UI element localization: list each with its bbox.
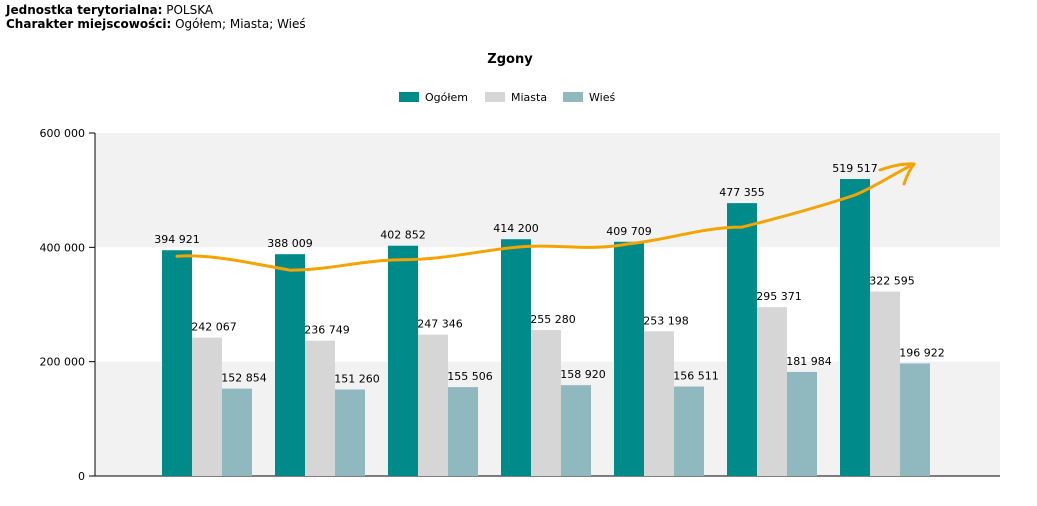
data-label-2-0: 152 854 bbox=[221, 372, 267, 385]
bar-1-0 bbox=[192, 337, 222, 476]
bar-0-2 bbox=[388, 245, 418, 476]
y-tick-label: 200 000 bbox=[40, 356, 86, 369]
bar-0-5 bbox=[727, 203, 757, 476]
data-label-0-1: 388 009 bbox=[267, 237, 313, 250]
trend-arrow-annotation bbox=[175, 162, 916, 272]
bar-2-1 bbox=[335, 389, 365, 476]
bar-2-6 bbox=[900, 363, 930, 476]
locality-type-label: Charakter miejscowości: bbox=[6, 17, 172, 31]
legend-label-0[interactable]: Ogółem bbox=[425, 91, 468, 104]
data-label-2-3: 158 920 bbox=[560, 368, 606, 381]
bars bbox=[162, 179, 930, 476]
data-label-2-4: 156 511 bbox=[673, 370, 719, 383]
data-label-1-5: 295 371 bbox=[756, 290, 802, 303]
territorial-unit-line: Jednostka terytorialna: POLSKA bbox=[6, 3, 306, 17]
legend-swatch-0[interactable] bbox=[399, 92, 419, 102]
bar-1-3 bbox=[531, 330, 561, 476]
data-label-1-1: 236 749 bbox=[304, 324, 350, 337]
legend-label-1[interactable]: Miasta bbox=[511, 91, 547, 104]
legend[interactable]: Ogółem Miasta Wieś bbox=[399, 91, 615, 104]
bar-2-4 bbox=[674, 386, 704, 476]
chart-title: Zgony bbox=[487, 52, 533, 67]
bar-2-5 bbox=[787, 371, 817, 476]
trend-line bbox=[175, 162, 916, 272]
bar-1-5 bbox=[757, 307, 787, 476]
data-label-0-5: 477 355 bbox=[719, 186, 765, 199]
bar-0-6 bbox=[840, 179, 870, 476]
bar-1-4 bbox=[644, 331, 674, 476]
bar-1-2 bbox=[418, 334, 448, 476]
y-tick-label: 600 000 bbox=[40, 127, 86, 140]
bar-1-6 bbox=[870, 291, 900, 476]
bar-2-2 bbox=[448, 387, 478, 476]
bar-0-1 bbox=[275, 254, 305, 476]
data-label-2-1: 151 260 bbox=[334, 373, 380, 386]
y-tick-label: 400 000 bbox=[40, 241, 86, 254]
legend-label-2[interactable]: Wieś bbox=[589, 91, 615, 104]
data-label-1-0: 242 067 bbox=[191, 321, 237, 334]
data-labels: 394 921 242 067 152 854 388 009 236 749 151 2… bbox=[154, 162, 945, 386]
legend-swatch-1[interactable] bbox=[485, 92, 505, 102]
territorial-unit-value: POLSKA bbox=[166, 3, 214, 17]
bar-0-4 bbox=[614, 241, 644, 476]
data-label-1-4: 253 198 bbox=[643, 314, 689, 327]
bar-2-0 bbox=[222, 388, 252, 476]
data-label-1-6: 322 595 bbox=[869, 275, 915, 288]
y-tick-label: 0 bbox=[78, 470, 85, 483]
filter-summary: Jednostka terytorialna: POLSKA Charakter… bbox=[6, 3, 306, 31]
legend-swatch-2[interactable] bbox=[563, 92, 583, 102]
data-label-1-2: 247 346 bbox=[417, 318, 463, 331]
data-label-0-6: 519 517 bbox=[832, 162, 878, 175]
data-label-0-4: 409 709 bbox=[606, 225, 652, 238]
data-label-0-3: 414 200 bbox=[493, 222, 539, 235]
locality-type-value: Ogółem; Miasta; Wieś bbox=[175, 17, 306, 31]
bar-1-1 bbox=[305, 340, 335, 476]
data-label-1-3: 255 280 bbox=[530, 313, 576, 326]
data-label-0-2: 402 852 bbox=[380, 229, 426, 242]
data-label-2-5: 181 984 bbox=[786, 355, 832, 368]
bar-0-3 bbox=[501, 239, 531, 476]
trend-arrowhead bbox=[878, 162, 916, 186]
data-label-2-2: 155 506 bbox=[447, 370, 493, 383]
bar-0-0 bbox=[162, 250, 192, 476]
locality-type-line: Charakter miejscowości: Ogółem; Miasta; … bbox=[6, 17, 306, 31]
data-label-2-6: 196 922 bbox=[899, 346, 945, 359]
territorial-unit-label: Jednostka terytorialna: bbox=[6, 3, 163, 17]
bar-2-3 bbox=[561, 385, 591, 476]
data-label-0-0: 394 921 bbox=[154, 233, 200, 246]
